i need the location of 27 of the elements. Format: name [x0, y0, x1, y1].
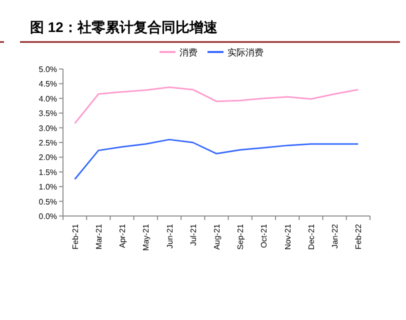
x-tick-label: Mar-21 [94, 223, 104, 250]
y-tick-label: 3.5% [38, 109, 57, 118]
x-tick-label: Feb-22 [354, 223, 364, 250]
x-tick-label: Sep-21 [236, 223, 246, 250]
x-tick-label: Nov-21 [283, 223, 292, 250]
y-tick-label: 5.0% [38, 65, 57, 74]
x-tick-label: Jun-21 [165, 223, 174, 248]
y-tick-label: 0.5% [38, 197, 57, 206]
legend-label: 消费 [180, 48, 198, 58]
x-tick-label: Jan-22 [330, 223, 340, 248]
x-tick-label: Apr-21 [118, 223, 128, 248]
y-tick-label: 4.5% [38, 80, 57, 89]
y-tick-label: 2.0% [38, 153, 57, 162]
y-tick-label: 0.0% [38, 212, 57, 221]
y-tick-label: 1.0% [38, 182, 57, 192]
x-tick-label: Jul-21 [188, 223, 198, 246]
x-tick-label: Feb-21 [70, 223, 80, 250]
x-tick-label: May-21 [142, 223, 151, 251]
y-tick-label: 3.0% [38, 124, 57, 133]
y-tick-label: 1.5% [38, 168, 57, 177]
y-tick-label: 2.5% [38, 138, 57, 148]
x-tick-label: Oct-21 [260, 223, 269, 248]
x-tick-label: Aug-21 [212, 223, 222, 250]
x-tick-label: Dec-21 [306, 223, 316, 250]
y-tick-label: 4.0% [38, 94, 57, 104]
legend-label: 实际消费 [228, 48, 264, 58]
chart-title: 图 12：社零累计复合同比增速 [30, 19, 218, 35]
